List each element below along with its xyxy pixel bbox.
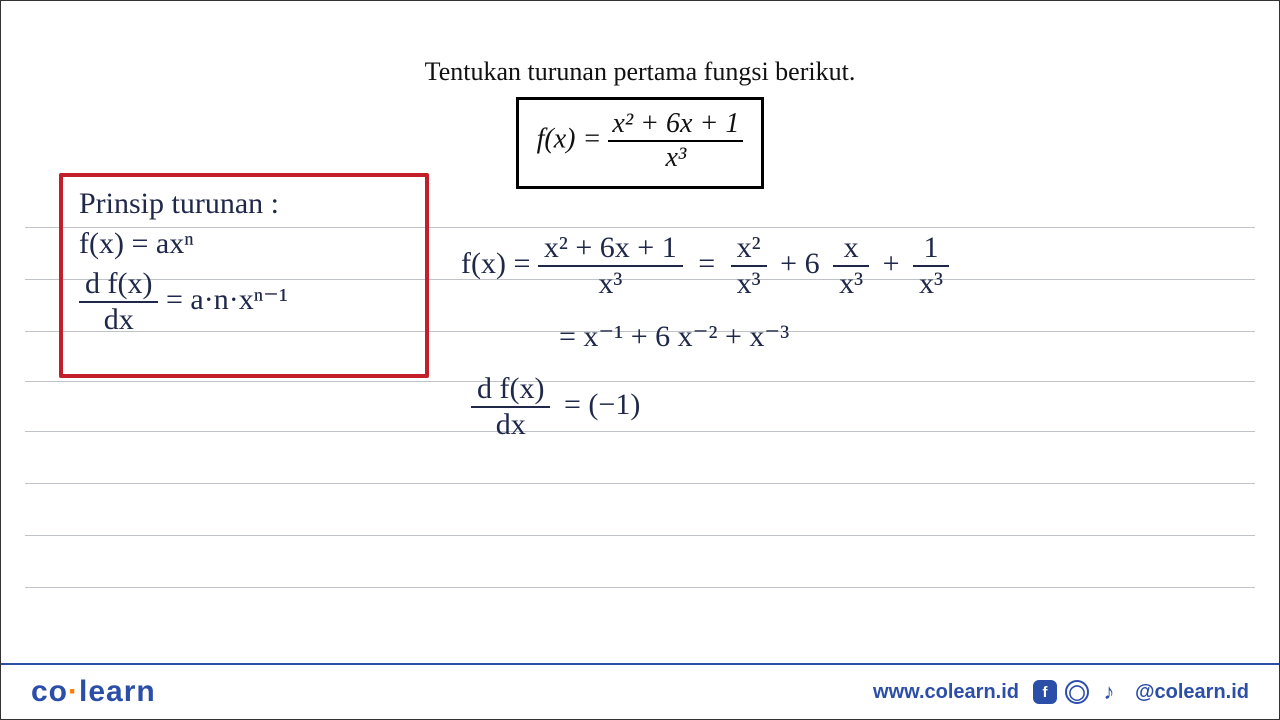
ruled-line [25, 587, 1255, 588]
principle-deriv-num: d f(x) [79, 267, 158, 303]
tiktok-icon: ♪ [1097, 680, 1121, 704]
work-l1-t3-num: 1 [913, 231, 949, 267]
work-l1-t3-den: x³ [913, 267, 949, 301]
logo-co: co [31, 675, 68, 708]
work-l3-lhs: d f(x) dx [471, 372, 550, 442]
work-l1-eq: = [698, 247, 715, 280]
instagram-icon: ◯ [1065, 680, 1089, 704]
work-l1-frac1-num: x² + 6x + 1 [538, 231, 683, 267]
work-l1-t2-num: x [833, 231, 869, 267]
ruled-line [25, 483, 1255, 484]
work-l3-lhs-num: d f(x) [471, 372, 550, 408]
ruled-line [25, 535, 1255, 536]
problem-fraction: x² + 6x + 1 x³ [608, 108, 743, 174]
work-l1-t3: 1 x³ [913, 231, 949, 301]
brand-logo: co·learn [31, 675, 156, 709]
principle-deriv-lhs: d f(x) dx [79, 267, 158, 337]
principle-deriv-rhs: = a·n·xⁿ⁻¹ [166, 283, 288, 316]
principle-box: Prinsip turunan : f(x) = axⁿ d f(x) dx =… [59, 173, 429, 378]
principle-derivative: d f(x) dx = a·n·xⁿ⁻¹ [79, 267, 409, 337]
facebook-icon: f [1033, 680, 1057, 704]
worked-solution: f(x) = x² + 6x + 1 x³ = x² x³ + 6 x x³ +… [461, 231, 949, 460]
principle-fx: f(x) = axⁿ [79, 227, 409, 261]
work-l1-lhs: f(x) = [461, 247, 530, 280]
work-line-1: f(x) = x² + 6x + 1 x³ = x² x³ + 6 x x³ +… [461, 231, 949, 301]
work-line-2: = x⁻¹ + 6 x⁻² + x⁻³ [559, 319, 949, 354]
problem-lhs: f(x) = [537, 123, 602, 154]
footer-right: www.colearn.id f ◯ ♪ @colearn.id [873, 680, 1249, 704]
principle-deriv-den: dx [79, 303, 158, 337]
work-l1-t2-den: x³ [833, 267, 869, 301]
problem-instruction: Tentukan turunan pertama fungsi berikut. [1, 57, 1279, 87]
work-l1-t1: x² x³ [731, 231, 767, 301]
footer-handle: @colearn.id [1135, 681, 1249, 704]
social-icons: f ◯ ♪ [1033, 680, 1121, 704]
work-l1-plus1: + 6 [780, 247, 819, 280]
work-l1-frac1-den: x³ [538, 267, 683, 301]
work-l1-t2: x x³ [833, 231, 869, 301]
problem-denominator: x³ [608, 142, 743, 174]
work-l1-t1-den: x³ [731, 267, 767, 301]
work-l1-frac1: x² + 6x + 1 x³ [538, 231, 683, 301]
problem-numerator: x² + 6x + 1 [608, 108, 743, 142]
problem-formula-box: f(x) = x² + 6x + 1 x³ [516, 97, 765, 189]
footer: co·learn www.colearn.id f ◯ ♪ @colearn.i… [1, 663, 1279, 719]
work-l3-lhs-den: dx [471, 408, 550, 442]
logo-learn: learn [79, 675, 156, 708]
logo-dot-icon: · [68, 675, 79, 708]
footer-url: www.colearn.id [873, 681, 1019, 704]
principle-title: Prinsip turunan : [79, 187, 409, 221]
work-l1-plus2: + [883, 247, 900, 280]
problem-statement: Tentukan turunan pertama fungsi berikut.… [1, 57, 1279, 189]
work-l2-text: = x⁻¹ + 6 x⁻² + x⁻³ [559, 320, 789, 353]
work-line-3: d f(x) dx = (−1) [471, 372, 949, 442]
work-l1-t1-num: x² [731, 231, 767, 267]
work-l3-rhs: = (−1) [564, 388, 640, 421]
